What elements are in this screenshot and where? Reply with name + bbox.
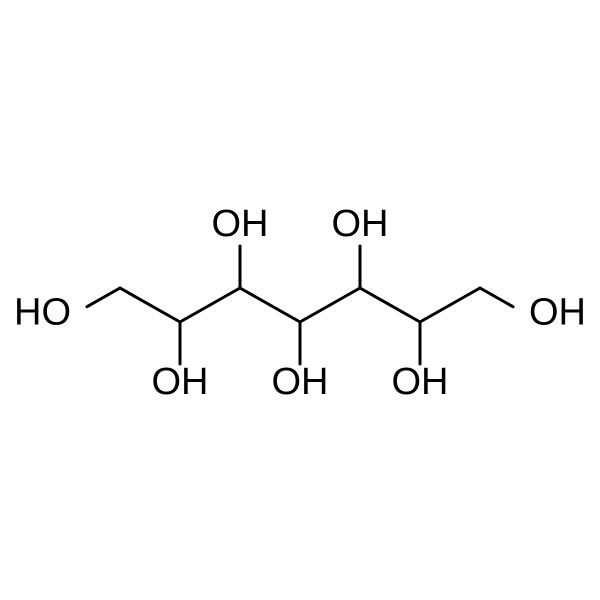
oh-label-4: OH [272,361,329,403]
backbone-bond-4 [300,288,360,322]
backbone-bond-2 [180,288,240,322]
oh-label-2: OH [152,361,209,403]
oh-label-1: HO [14,292,71,334]
oh-label-5: OH [332,203,389,245]
backbone-bond-5 [360,288,420,322]
backbone-bond-1 [120,288,180,322]
oh-label-7: OH [529,292,586,334]
backbone-bond-3 [240,288,300,322]
backbone-bond-6 [420,288,480,322]
oh-bond-7 [480,288,513,307]
oh-label-6: OH [392,361,449,403]
oh-label-3: OH [212,203,269,245]
oh-bond-1 [87,288,120,307]
molecule-diagram: HO OH OH OH OH OH OH [0,0,600,600]
